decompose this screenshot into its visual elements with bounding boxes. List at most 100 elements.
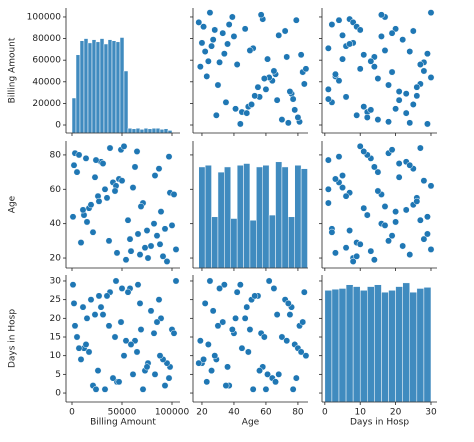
scatter-point (300, 80, 308, 88)
scatter-point (342, 244, 350, 252)
scatter-point (77, 239, 85, 247)
x-tick-label: 80 (292, 408, 304, 418)
scatter-point (385, 237, 392, 245)
scatter-point (392, 105, 400, 113)
scatter-point (273, 311, 281, 319)
scatter-point (82, 341, 90, 348)
scatter-point (278, 116, 286, 124)
hist-bar (127, 127, 133, 134)
scatter-point (157, 208, 165, 216)
scatter-point (262, 385, 270, 393)
y-axis-label: Days in Hosp (8, 309, 18, 368)
scatter-point (159, 252, 167, 260)
scatter-point (331, 249, 339, 257)
scatter-point (265, 277, 273, 285)
scatter-point (324, 85, 332, 93)
scatter-point (85, 348, 93, 356)
scatter-point (228, 13, 236, 21)
scatter-point (409, 101, 417, 108)
scatter-point (77, 355, 85, 363)
scatter-point (409, 27, 417, 35)
scatter-point (133, 148, 141, 155)
scatter-point (196, 337, 204, 345)
y-tick-label: 40000 (32, 77, 61, 87)
scatter-point (402, 109, 410, 117)
scatter-point (216, 58, 224, 66)
scatter-point (349, 258, 357, 265)
scatter-point (331, 175, 339, 183)
scatter-point (170, 329, 178, 337)
y-axis-label: Age (8, 195, 18, 213)
scatter-point (219, 29, 227, 37)
scatter-point (238, 344, 246, 352)
scatter-point (161, 225, 169, 233)
scatter-point (289, 95, 297, 103)
scatter-point (91, 311, 99, 319)
scatter-point (216, 284, 224, 292)
hist-bar (135, 127, 141, 134)
hist-bar (99, 38, 105, 134)
x-axis-label: Billing Amount (90, 418, 156, 428)
scatter-point (211, 26, 219, 34)
hist-bar (268, 214, 276, 269)
scatter-point (284, 119, 292, 127)
hist-bar (147, 128, 153, 134)
scatter-point (254, 83, 262, 91)
scatter-point (270, 284, 278, 292)
scatter-point (200, 355, 208, 363)
y-axis-label: Billing Amount (8, 37, 18, 103)
scatter-point (324, 95, 332, 103)
scatter-point (374, 187, 382, 195)
hist-bar (111, 40, 117, 134)
hist-bar (75, 54, 81, 134)
y-tick-label: 60000 (32, 56, 61, 66)
scatter-point (118, 284, 126, 292)
scatter-point (87, 201, 95, 209)
scatter-point (101, 385, 109, 393)
hist-bar (83, 38, 89, 134)
scatter-point (79, 303, 87, 311)
scatter-point (335, 77, 343, 85)
scatter-point (299, 318, 307, 326)
scatter-point (112, 277, 120, 285)
scatter-point (214, 322, 222, 330)
scatter-point (360, 51, 368, 59)
scatter-point (339, 55, 346, 63)
scatter-point (118, 177, 126, 185)
scatter-point (232, 314, 239, 322)
scatter-point (294, 113, 302, 121)
hist-bar (331, 288, 340, 403)
hist-bar (374, 284, 382, 403)
scatter-point (363, 211, 371, 219)
scatter-point (143, 227, 151, 234)
scatter-point (168, 221, 176, 229)
scatter-point (137, 326, 145, 333)
hist-bar (262, 164, 270, 269)
scatter-point (137, 203, 145, 210)
scatter-point (97, 303, 105, 311)
scatter-point (136, 251, 144, 259)
hist-bar (95, 41, 101, 134)
hist-bar (388, 290, 396, 403)
scatter-point (339, 184, 346, 192)
scatter-point (244, 348, 252, 356)
hist-bar (243, 163, 251, 269)
scatter-point (222, 382, 230, 390)
scatter-point (211, 352, 219, 360)
scatter-point (395, 96, 403, 104)
scatter-point (241, 314, 249, 322)
scatter-point (99, 311, 107, 319)
scatter-point (251, 292, 259, 300)
hist-bar (359, 290, 368, 403)
hist-bar (119, 37, 125, 134)
scatter-point (113, 249, 121, 257)
scatter-point (427, 182, 435, 190)
scatter-point (94, 367, 102, 375)
scatter-point (346, 227, 354, 234)
scatter-point (283, 53, 291, 61)
hist-bar (402, 282, 411, 403)
scatter-point (117, 318, 125, 326)
scatter-point (165, 153, 173, 161)
scatter-point (278, 333, 286, 341)
scatter-point (103, 292, 111, 300)
